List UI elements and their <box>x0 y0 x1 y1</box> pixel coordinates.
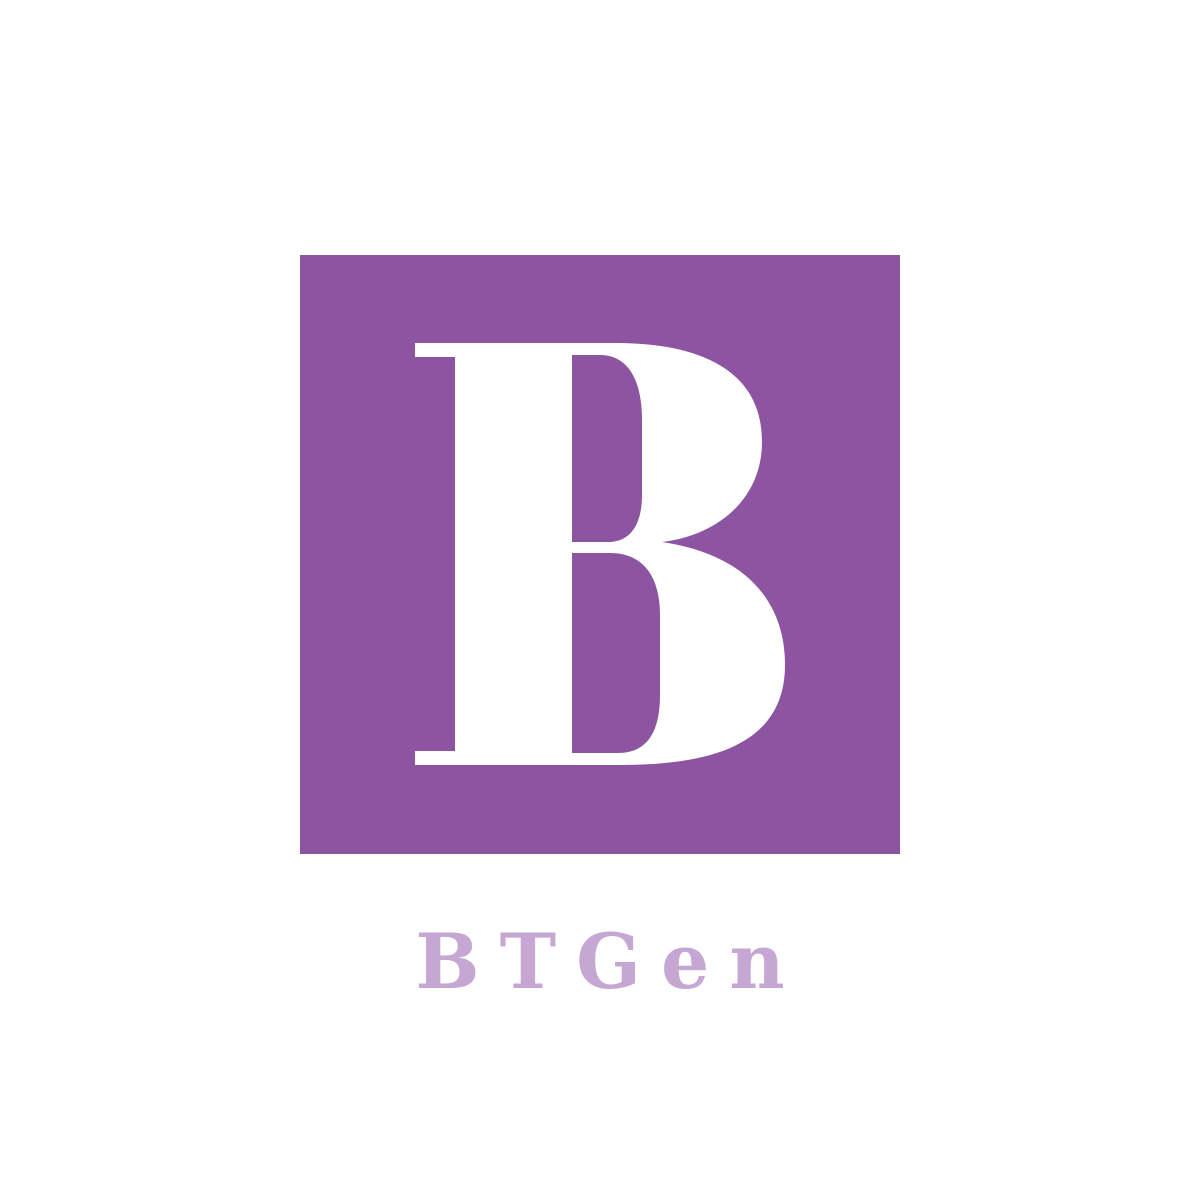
brand-wordmark: BTGen <box>0 922 1200 1002</box>
logo-mark <box>300 255 900 854</box>
letter-b-monogram-icon <box>300 255 900 854</box>
